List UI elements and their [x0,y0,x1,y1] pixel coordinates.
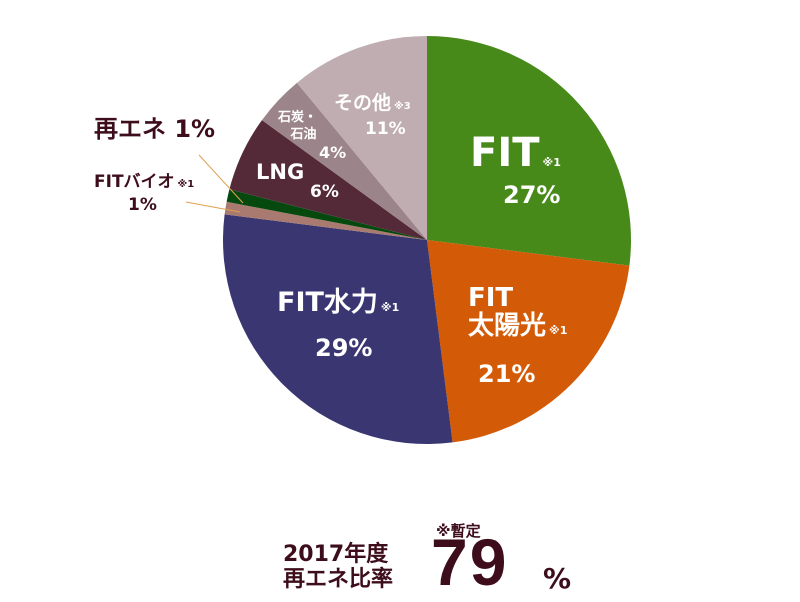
label-solar: FIT 太陽光 ※1 [468,284,567,345]
label-lng-pct: 6% [310,182,339,202]
leader-line-bio [185,201,241,213]
pie-slices [222,36,631,444]
label-hydro: FIT水力 ※1 [277,287,399,318]
pie-slice [222,214,453,444]
label-solar-pct: 21% [478,360,536,388]
label-renewable-name: 再エネ [94,115,166,143]
label-coal-pct: 4% [319,143,347,162]
pie-slice [296,36,427,240]
label-lng-name: LNG [256,160,305,184]
label-other-name: その他 [334,92,392,114]
pie-slice [427,240,630,443]
label-coal: 石炭・ 石油 [278,109,317,143]
summary-provisional-note: ※暫定 [436,522,481,540]
label-other-pct: 11% [365,119,406,139]
pie-slice [226,189,427,240]
summary-year: 2017年度 [283,542,389,567]
label-other: その他 ※3 [334,92,411,115]
label-fit-pct: 27% [503,181,561,209]
leader-line-renewable [198,154,244,204]
label-solar-name1: FIT [468,283,514,313]
label-bio-name: FITバイオ [94,172,175,192]
label-hydro-name: FIT水力 [277,287,378,318]
label-bio-pct: 1% [128,195,157,215]
summary-unit: % [543,562,572,595]
label-coal-name1: 石炭・ [278,110,318,125]
label-fit: FIT ※1 [470,130,561,176]
label-hydro-note: ※1 [380,301,400,314]
summary-label: 再エネ比率 [283,567,394,592]
label-coal-name2: 石油 [290,127,317,142]
summary-title: 2017年度 再エネ比率 [283,542,393,592]
label-renewable-pct: 1% [174,115,216,143]
label-renewable: 再エネ 1% [94,115,216,144]
pie-slice [261,82,427,240]
label-other-note: ※3 [394,101,411,112]
label-solar-name2: 太陽光 [468,311,547,341]
pie-slice [229,120,427,240]
label-solar-note: ※1 [549,324,568,337]
label-bio-note: ※1 [177,179,195,190]
pie-slice [427,36,631,266]
label-hydro-pct: 29% [315,334,373,362]
label-fit-note: ※1 [542,156,561,169]
pie-slice [224,201,427,240]
label-fit-name: FIT [470,130,540,176]
label-bio: FITバイオ ※1 [94,172,195,193]
summary-value: 79 [431,525,509,599]
